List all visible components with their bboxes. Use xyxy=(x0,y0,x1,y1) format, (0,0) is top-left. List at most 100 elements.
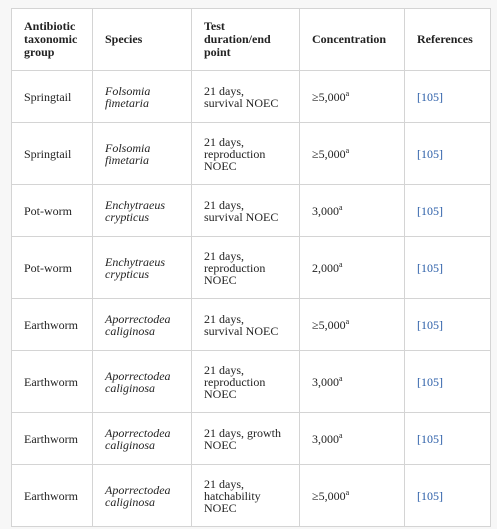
reference-link[interactable]: [105] xyxy=(417,203,443,218)
species: crypticus xyxy=(105,209,149,224)
test-duration: reproduction xyxy=(204,146,266,161)
species: Aporrectodea xyxy=(105,368,171,383)
table-row: Earthworm Aporrectodea caliginosa 21 days, h… xyxy=(11,464,491,527)
cell: [105] xyxy=(404,122,491,185)
cell: 3,000a xyxy=(299,412,405,465)
cell: 3,000a xyxy=(299,350,405,413)
concentration: ≥5,000 xyxy=(312,89,346,104)
reference-link[interactable]: [105] xyxy=(417,317,443,332)
footnote-mark: a xyxy=(345,88,350,98)
footnote-mark: a xyxy=(345,316,350,326)
test-duration: 21 days, xyxy=(204,476,244,491)
header-cell: Concentration xyxy=(299,8,405,71)
table-row: Pot-worm Enchytraeus crypticus 21 days, surv… xyxy=(11,184,491,237)
test-duration: 21 days, xyxy=(204,311,244,326)
footnote-mark: a xyxy=(345,145,350,155)
cell: [105] xyxy=(404,464,491,527)
cell: [105] xyxy=(404,236,491,299)
test-duration: 21 days, xyxy=(204,248,244,263)
cell: 3,000a xyxy=(299,184,405,237)
cell: 21 days, reproduction NOEC xyxy=(191,350,300,413)
test-duration: reproduction xyxy=(204,260,266,275)
header-row: Antibiotic taxonomic group Species Test durat… xyxy=(11,8,491,71)
header-text: Antibiotic xyxy=(24,19,76,33)
species: fimetaria xyxy=(105,95,149,110)
reference-link[interactable]: [105] xyxy=(417,374,443,389)
cell: Enchytraeus crypticus xyxy=(92,184,192,237)
concentration: 3,000 xyxy=(312,203,339,218)
test-duration: reproduction xyxy=(204,374,266,389)
cell: Earthworm xyxy=(11,350,93,413)
cell: 21 days, hatchability NOEC xyxy=(191,464,300,527)
cell: Pot-worm xyxy=(11,236,93,299)
test-duration: 21 days, xyxy=(204,362,244,377)
concentration: ≥5,000 xyxy=(312,317,346,332)
species: crypticus xyxy=(105,266,149,281)
table-row: Pot-worm Enchytraeus crypticus 21 days, repr… xyxy=(11,236,491,299)
group: Pot-worm xyxy=(24,203,72,218)
test-duration: hatchability xyxy=(204,488,261,503)
species: Aporrectodea xyxy=(105,311,171,326)
test-duration: survival NOEC xyxy=(204,209,279,224)
species: caliginosa xyxy=(105,380,155,395)
cell: Springtail xyxy=(11,70,93,123)
header-cell: References xyxy=(404,8,491,71)
reference-link[interactable]: [105] xyxy=(417,488,443,503)
footnote-mark: a xyxy=(339,202,343,212)
test-duration: NOEC xyxy=(204,386,237,401)
species: Folsomia xyxy=(105,140,151,155)
test-duration: 21 days, growth xyxy=(204,425,281,440)
species: Aporrectodea xyxy=(105,482,171,497)
cell: 21 days, survival NOEC xyxy=(191,298,300,351)
group: Springtail xyxy=(24,146,72,161)
reference-link[interactable]: [105] xyxy=(417,260,443,275)
cell: Folsomia fimetaria xyxy=(92,122,192,185)
cell: Earthworm xyxy=(11,464,93,527)
header-text: Concentration xyxy=(312,32,386,46)
footnote-mark: a xyxy=(339,373,343,383)
cell: 21 days, reproduction NOEC xyxy=(191,122,300,185)
species: Enchytraeus xyxy=(105,197,165,212)
cell: Springtail xyxy=(11,122,93,185)
test-duration: 21 days, xyxy=(204,197,244,212)
table-row: Springtail Folsomia fimetaria 21 days, repro… xyxy=(11,122,491,185)
cell: Aporrectodea caliginosa xyxy=(92,464,192,527)
group: Earthworm xyxy=(24,374,78,389)
test-duration: NOEC xyxy=(204,437,237,452)
cell: Aporrectodea caliginosa xyxy=(92,412,192,465)
test-duration: survival NOEC xyxy=(204,95,279,110)
cell: ≥5,000a xyxy=(299,70,405,123)
cell: 21 days, survival NOEC xyxy=(191,70,300,123)
concentration: 3,000 xyxy=(312,374,339,389)
reference-link[interactable]: [105] xyxy=(417,431,443,446)
data-table: Antibiotic taxonomic group Species Test durat… xyxy=(11,8,491,527)
header-text: taxonomic xyxy=(24,32,78,46)
cell: [105] xyxy=(404,350,491,413)
species: caliginosa xyxy=(105,437,155,452)
cell: [105] xyxy=(404,298,491,351)
species: Enchytraeus xyxy=(105,254,165,269)
cell: ≥5,000a xyxy=(299,298,405,351)
header-cell: Test duration/end point xyxy=(191,8,300,71)
cell: 2,000a xyxy=(299,236,405,299)
concentration: 2,000 xyxy=(312,260,339,275)
cell: Aporrectodea caliginosa xyxy=(92,350,192,413)
header-text: Species xyxy=(105,32,143,46)
test-duration: 21 days, xyxy=(204,134,244,149)
cell: Aporrectodea caliginosa xyxy=(92,298,192,351)
cell: Enchytraeus crypticus xyxy=(92,236,192,299)
table-row: Earthworm Aporrectodea caliginosa 21 days, r… xyxy=(11,350,491,413)
cell: [105] xyxy=(404,412,491,465)
group: Pot-worm xyxy=(24,260,72,275)
group: Earthworm xyxy=(24,488,78,503)
reference-link[interactable]: [105] xyxy=(417,89,443,104)
species: Aporrectodea xyxy=(105,425,171,440)
cell: [105] xyxy=(404,70,491,123)
reference-link[interactable]: [105] xyxy=(417,146,443,161)
cell: Earthworm xyxy=(11,298,93,351)
footnote-mark: a xyxy=(345,487,350,497)
cell: 21 days, growth NOEC xyxy=(191,412,300,465)
cell: 21 days, reproduction NOEC xyxy=(191,236,300,299)
group: Earthworm xyxy=(24,431,78,446)
